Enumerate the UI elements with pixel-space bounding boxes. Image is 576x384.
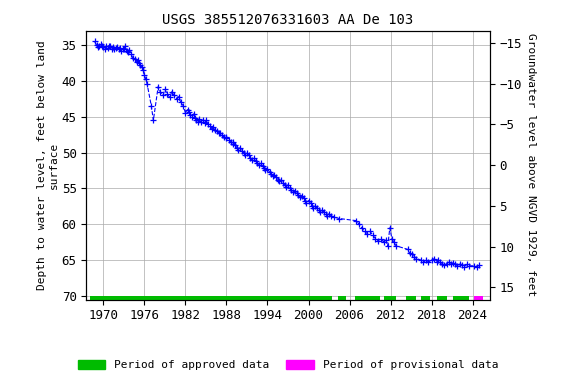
Legend: Period of approved data, Period of provisional data: Period of approved data, Period of provi… — [73, 355, 503, 375]
Y-axis label: Depth to water level, feet below land
surface: Depth to water level, feet below land su… — [37, 40, 59, 290]
Y-axis label: Groundwater level above NGVD 1929, feet: Groundwater level above NGVD 1929, feet — [526, 33, 536, 297]
Title: USGS 385512076331603 AA De 103: USGS 385512076331603 AA De 103 — [162, 13, 414, 27]
